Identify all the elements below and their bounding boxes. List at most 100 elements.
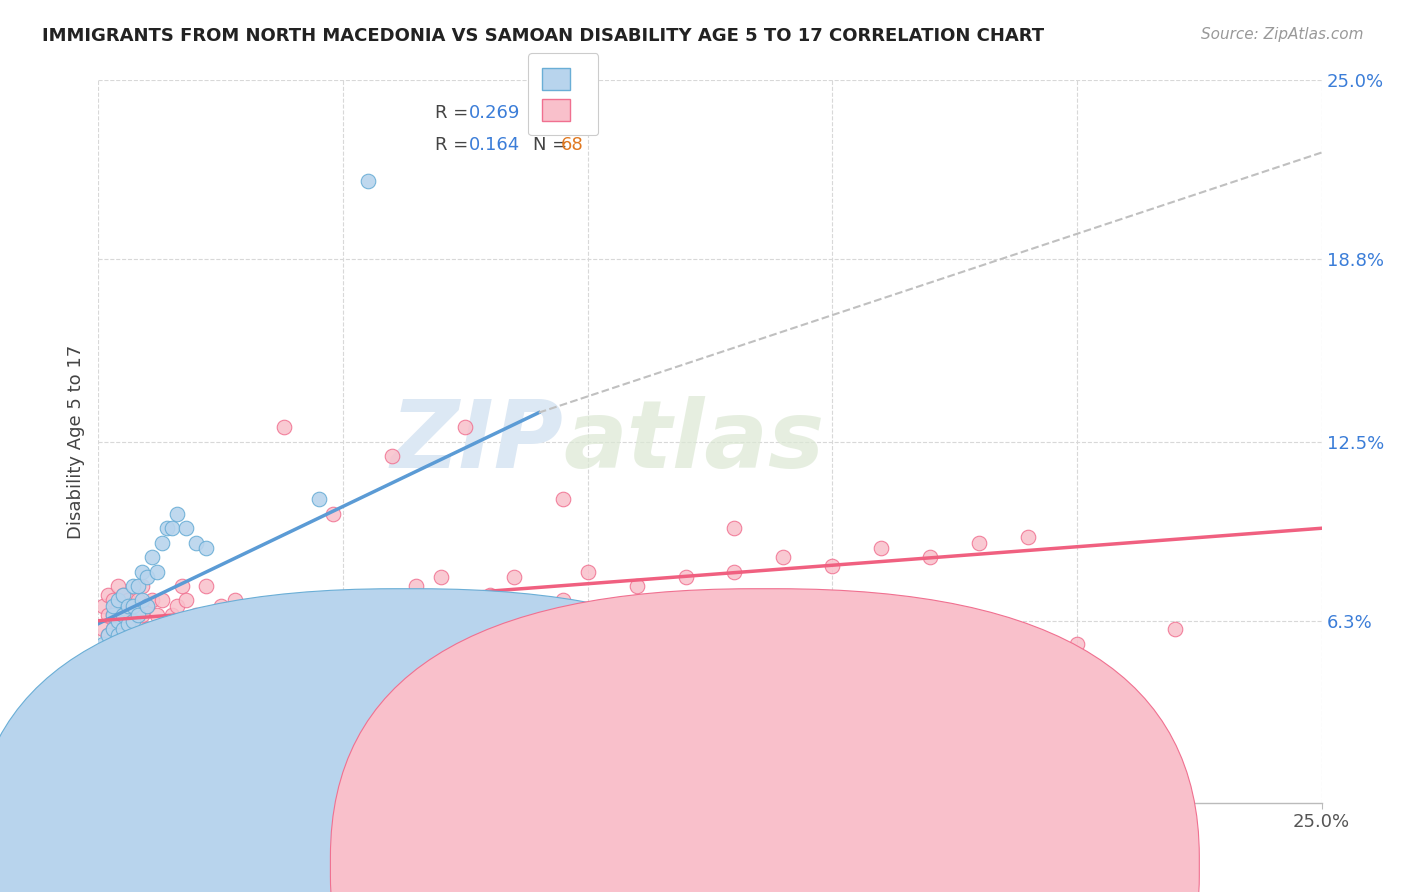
Point — [332, 593, 354, 607]
Point — [101, 593, 124, 607]
Text: Source: ZipAtlas.com: Source: ZipAtlas.com — [1201, 27, 1364, 42]
Point — [160, 607, 183, 622]
Point — [107, 616, 129, 631]
Point — [150, 535, 173, 549]
Point — [127, 593, 149, 607]
Point — [405, 579, 427, 593]
Point — [91, 623, 114, 637]
Point — [107, 579, 129, 593]
Point — [131, 579, 153, 593]
Point — [772, 550, 794, 565]
Text: 68: 68 — [561, 136, 583, 154]
Point — [166, 507, 188, 521]
Legend: , : , — [529, 54, 599, 136]
Point — [160, 521, 183, 535]
Point — [111, 623, 134, 637]
Point — [233, 623, 256, 637]
Point — [723, 521, 745, 535]
Point — [97, 588, 120, 602]
Point — [209, 686, 232, 700]
Point — [117, 599, 139, 614]
Point — [920, 550, 942, 565]
Point — [283, 599, 305, 614]
Point — [186, 607, 208, 622]
Point — [195, 541, 218, 556]
Text: ZIP: ZIP — [391, 395, 564, 488]
Point — [146, 607, 169, 622]
Text: 0.269: 0.269 — [470, 103, 520, 122]
Point — [91, 599, 114, 614]
Point — [454, 420, 477, 434]
Point — [91, 637, 114, 651]
Point — [141, 550, 163, 565]
Point — [356, 623, 378, 637]
Point — [259, 607, 281, 622]
Point — [127, 607, 149, 622]
Point — [101, 623, 124, 637]
Point — [209, 599, 232, 614]
Point — [527, 607, 550, 622]
Point — [127, 616, 149, 631]
Point — [1066, 637, 1088, 651]
Point — [176, 593, 198, 607]
Point — [141, 593, 163, 607]
Point — [117, 614, 139, 628]
Text: R =: R = — [434, 136, 474, 154]
Point — [503, 570, 526, 584]
Text: 35: 35 — [561, 103, 583, 122]
Text: Samoans: Samoans — [831, 847, 912, 865]
Point — [97, 651, 120, 665]
Point — [967, 535, 990, 549]
Point — [675, 570, 697, 584]
Point — [626, 579, 648, 593]
Point — [166, 599, 188, 614]
Point — [97, 628, 120, 642]
Point — [150, 593, 173, 607]
Point — [107, 593, 129, 607]
Point — [156, 521, 179, 535]
Point — [111, 588, 134, 602]
Point — [121, 614, 143, 628]
Point — [111, 588, 134, 602]
Point — [136, 599, 159, 614]
Point — [136, 599, 159, 614]
Point — [107, 628, 129, 642]
Point — [478, 588, 501, 602]
Text: atlas: atlas — [564, 395, 824, 488]
Point — [176, 521, 198, 535]
Point — [131, 607, 153, 622]
Point — [723, 565, 745, 579]
Point — [101, 607, 124, 622]
Point — [430, 570, 453, 584]
Point — [131, 593, 153, 607]
Point — [308, 492, 330, 507]
Point — [117, 593, 139, 607]
Point — [156, 623, 179, 637]
Point — [101, 607, 124, 622]
Text: N =: N = — [533, 136, 572, 154]
Point — [146, 565, 169, 579]
Text: R =: R = — [434, 103, 474, 122]
Point — [107, 614, 129, 628]
Point — [195, 579, 218, 593]
Point — [381, 449, 404, 463]
Point — [111, 607, 134, 622]
Point — [1017, 530, 1039, 544]
Point — [121, 599, 143, 614]
Point — [121, 579, 143, 593]
Point — [308, 628, 330, 642]
Point — [454, 599, 477, 614]
Point — [131, 565, 153, 579]
Point — [136, 623, 159, 637]
Point — [186, 535, 208, 549]
Point — [97, 607, 120, 622]
Point — [576, 565, 599, 579]
Point — [97, 628, 120, 642]
Text: IMMIGRANTS FROM NORTH MACEDONIA VS SAMOAN DISABILITY AGE 5 TO 17 CORRELATION CHA: IMMIGRANTS FROM NORTH MACEDONIA VS SAMOA… — [42, 27, 1045, 45]
Text: Immigrants from North Macedonia: Immigrants from North Macedonia — [380, 847, 689, 865]
Point — [1164, 623, 1187, 637]
Point — [111, 623, 134, 637]
Point — [117, 616, 139, 631]
Point — [101, 623, 124, 637]
Y-axis label: Disability Age 5 to 17: Disability Age 5 to 17 — [66, 344, 84, 539]
